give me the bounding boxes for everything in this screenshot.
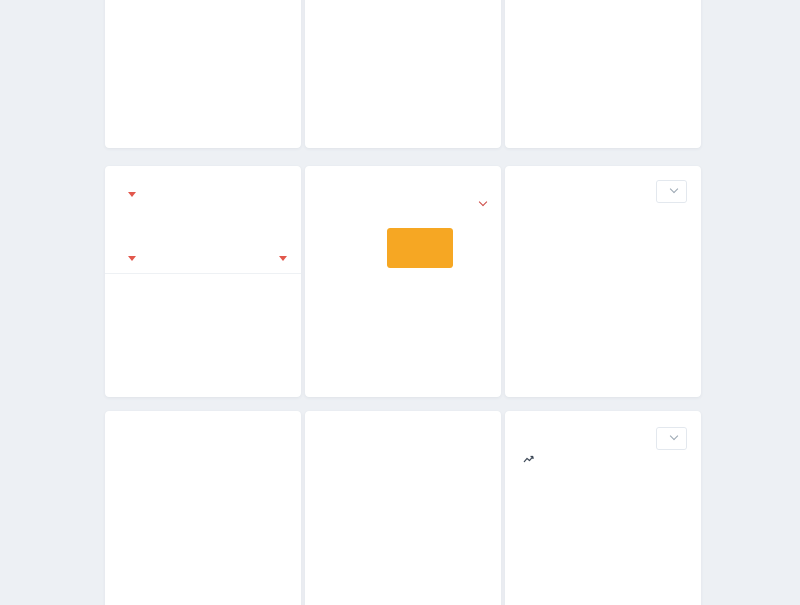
card-monthly-bars bbox=[105, 0, 301, 148]
jogged-time bbox=[123, 178, 136, 209]
card-price bbox=[505, 411, 701, 605]
caret-down-icon[interactable] bbox=[128, 192, 136, 198]
jogged-filters bbox=[105, 252, 301, 274]
monthly-bar-chart bbox=[105, 0, 301, 148]
hours-select[interactable] bbox=[656, 180, 687, 203]
legend-item-returning bbox=[676, 366, 687, 373]
jogged-bar-chart bbox=[105, 273, 301, 397]
legend-swatch bbox=[676, 366, 683, 373]
week-filter[interactable] bbox=[123, 252, 136, 264]
comparison-line-chart bbox=[505, 0, 701, 148]
card-customers bbox=[505, 166, 701, 397]
bitcoin-line-chart bbox=[305, 166, 501, 397]
caret-down-icon bbox=[128, 255, 136, 261]
trend-up-icon bbox=[523, 455, 534, 463]
card-purple-area bbox=[305, 0, 501, 148]
purple-area-chart bbox=[305, 0, 501, 148]
performance-radar-chart bbox=[105, 411, 301, 605]
legend-item-first-time bbox=[653, 366, 664, 373]
card-minutes-jogged bbox=[105, 166, 301, 397]
lines-filter[interactable] bbox=[274, 252, 287, 264]
customers-legend bbox=[653, 366, 687, 373]
customers-area-chart bbox=[505, 166, 701, 397]
price-tooltip bbox=[387, 228, 453, 268]
card-performance bbox=[105, 411, 301, 605]
charging-chart bbox=[305, 411, 501, 605]
card-charging-analysis bbox=[305, 411, 501, 605]
price-footer bbox=[505, 561, 701, 579]
caret-down-icon bbox=[279, 255, 287, 261]
card-comparison-lines bbox=[505, 0, 701, 148]
card-bitcoin bbox=[305, 166, 501, 397]
selectbox-button[interactable] bbox=[656, 427, 687, 450]
legend-swatch bbox=[653, 366, 660, 373]
